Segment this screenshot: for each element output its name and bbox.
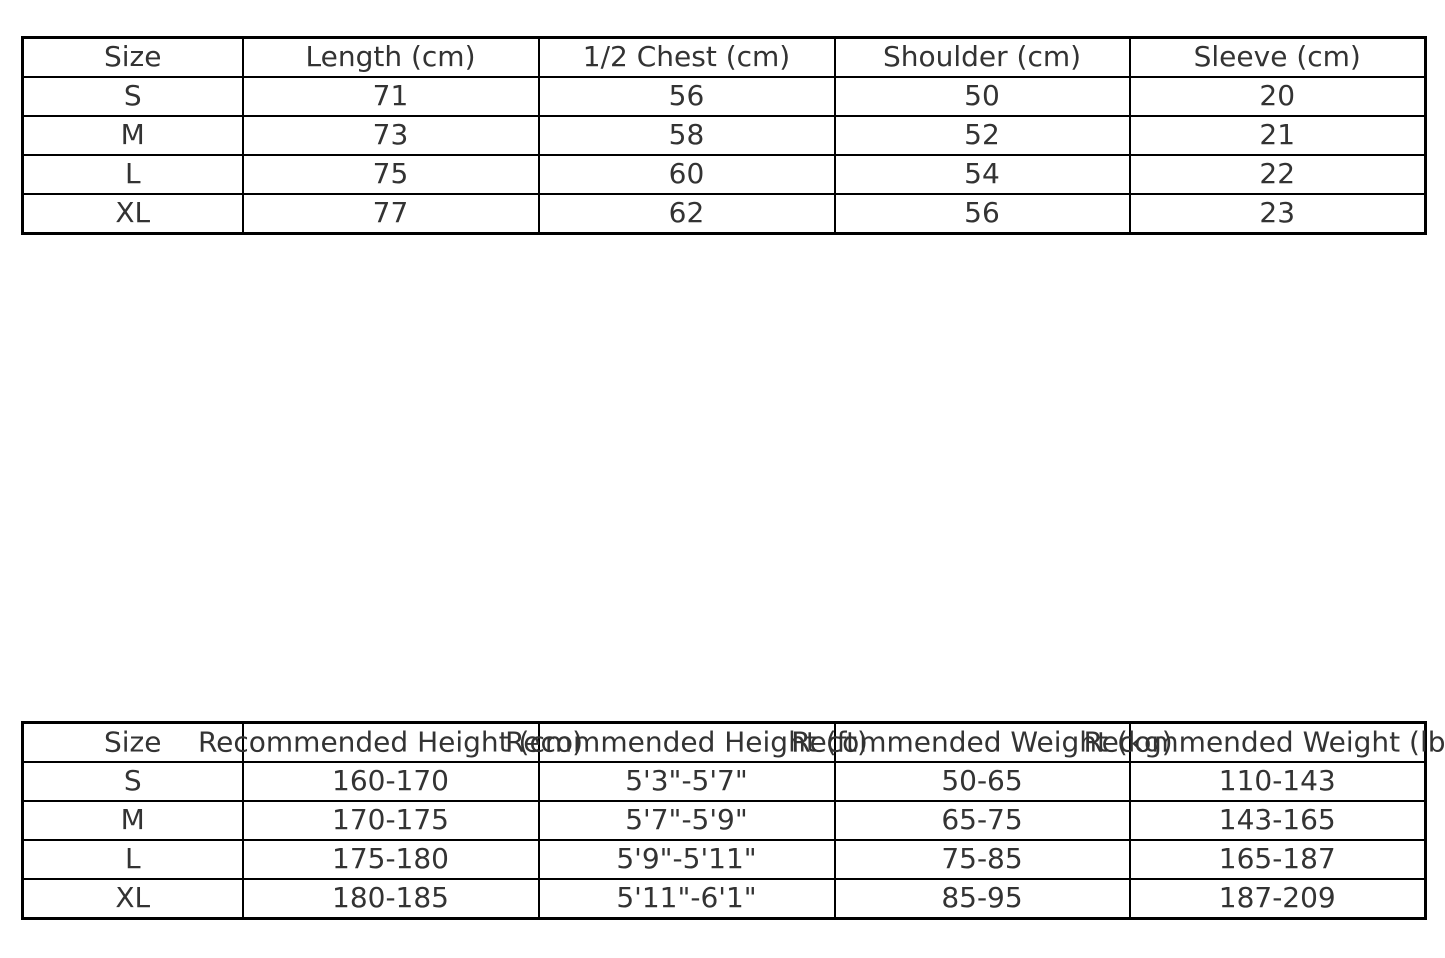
- cell-weight-kg: 85-95: [833, 878, 1131, 920]
- cell-length: 75: [241, 154, 540, 195]
- cell-sleeve: 23: [1128, 193, 1427, 235]
- cell-shoulder: 56: [833, 193, 1131, 235]
- cell-length: 73: [241, 115, 540, 156]
- cell-weight-kg: 75-85: [833, 839, 1131, 880]
- cell-shoulder: 52: [833, 115, 1131, 156]
- col-header-length: Length (cm): [241, 36, 540, 78]
- recommended-fit-table: Size Recommended Height (cm) Recommended…: [21, 721, 1445, 920]
- cell-half-chest: 60: [537, 154, 836, 195]
- cell-weight-lbs: 110-143: [1128, 761, 1427, 802]
- cell-shoulder: 54: [833, 154, 1131, 195]
- cell-half-chest: 62: [537, 193, 836, 235]
- cell-weight-lbs: 143-165: [1128, 800, 1427, 841]
- table-row: XL 77 62 56 23: [21, 193, 1427, 235]
- cell-shoulder: 50: [833, 76, 1131, 117]
- col-header-rec-height-ft: Recommended Height (ft): [505, 721, 868, 763]
- cell-sleeve: 21: [1128, 115, 1427, 156]
- col-header-size: Size: [21, 36, 244, 78]
- cell-height-cm: 160-170: [241, 761, 540, 802]
- table-row: M 73 58 52 21: [21, 115, 1427, 156]
- cell-weight-kg: 50-65: [833, 761, 1131, 802]
- col-header-rec-height-ft-label: Recommended Height (ft): [505, 725, 868, 759]
- cell-height-cm: 170-175: [241, 800, 540, 841]
- cell-sleeve: 22: [1128, 154, 1427, 195]
- cell-size: S: [21, 761, 244, 802]
- col-header-sleeve: Sleeve (cm): [1128, 36, 1427, 78]
- cell-height-ft: 5'7"-5'9": [537, 800, 836, 841]
- cell-size: XL: [21, 193, 244, 235]
- cell-size: M: [21, 115, 244, 156]
- table-row: XL 180-185 5'11"-6'1" 85-95 187-209: [21, 878, 1427, 920]
- table-row: S 160-170 5'3"-5'7" 50-65 110-143: [21, 761, 1427, 802]
- cell-length: 71: [241, 76, 540, 117]
- cell-height-cm: 180-185: [241, 878, 540, 920]
- col-header-size: Size: [21, 721, 244, 763]
- garment-measurements-table: Size Length (cm) 1/2 Chest (cm) Shoulder…: [21, 36, 1427, 235]
- cell-half-chest: 58: [537, 115, 836, 156]
- col-header-half-chest: 1/2 Chest (cm): [537, 36, 836, 78]
- cell-half-chest: 56: [537, 76, 836, 117]
- cell-size: L: [21, 839, 244, 880]
- table-row: L 175-180 5'9"-5'11" 75-85 165-187: [21, 839, 1427, 880]
- cell-length: 77: [241, 193, 540, 235]
- table-row: L 75 60 54 22: [21, 154, 1427, 195]
- cell-size: M: [21, 800, 244, 841]
- col-header-size-label: Size: [104, 725, 162, 759]
- cell-weight-kg: 65-75: [833, 800, 1131, 841]
- col-header-rec-weight-lbs: Recommended Weight (lbs): [1083, 721, 1445, 763]
- col-header-rec-height-cm-label: Recommended Height (cm): [197, 725, 584, 759]
- cell-size: XL: [21, 878, 244, 920]
- cell-sleeve: 20: [1128, 76, 1427, 117]
- table-row: M 170-175 5'7"-5'9" 65-75 143-165: [21, 800, 1427, 841]
- cell-size: L: [21, 154, 244, 195]
- header-row: Size Recommended Height (cm) Recommended…: [21, 721, 1445, 763]
- col-header-shoulder: Shoulder (cm): [833, 36, 1131, 78]
- col-header-rec-weight-lbs-label: Recommended Weight (lbs): [1083, 725, 1445, 759]
- col-header-rec-weight-kg: Recommended Weight (kg): [791, 721, 1173, 763]
- cell-size: S: [21, 76, 244, 117]
- cell-height-ft: 5'3"-5'7": [537, 761, 836, 802]
- header-row: Size Length (cm) 1/2 Chest (cm) Shoulder…: [21, 36, 1427, 78]
- cell-height-ft: 5'11"-6'1": [537, 878, 836, 920]
- col-header-rec-height-cm: Recommended Height (cm): [198, 721, 583, 763]
- col-header-rec-weight-kg-label: Recommended Weight (kg): [791, 725, 1173, 759]
- table-row: S 71 56 50 20: [21, 76, 1427, 117]
- cell-weight-lbs: 187-209: [1128, 878, 1427, 920]
- cell-weight-lbs: 165-187: [1128, 839, 1427, 880]
- cell-height-ft: 5'9"-5'11": [537, 839, 836, 880]
- cell-height-cm: 175-180: [241, 839, 540, 880]
